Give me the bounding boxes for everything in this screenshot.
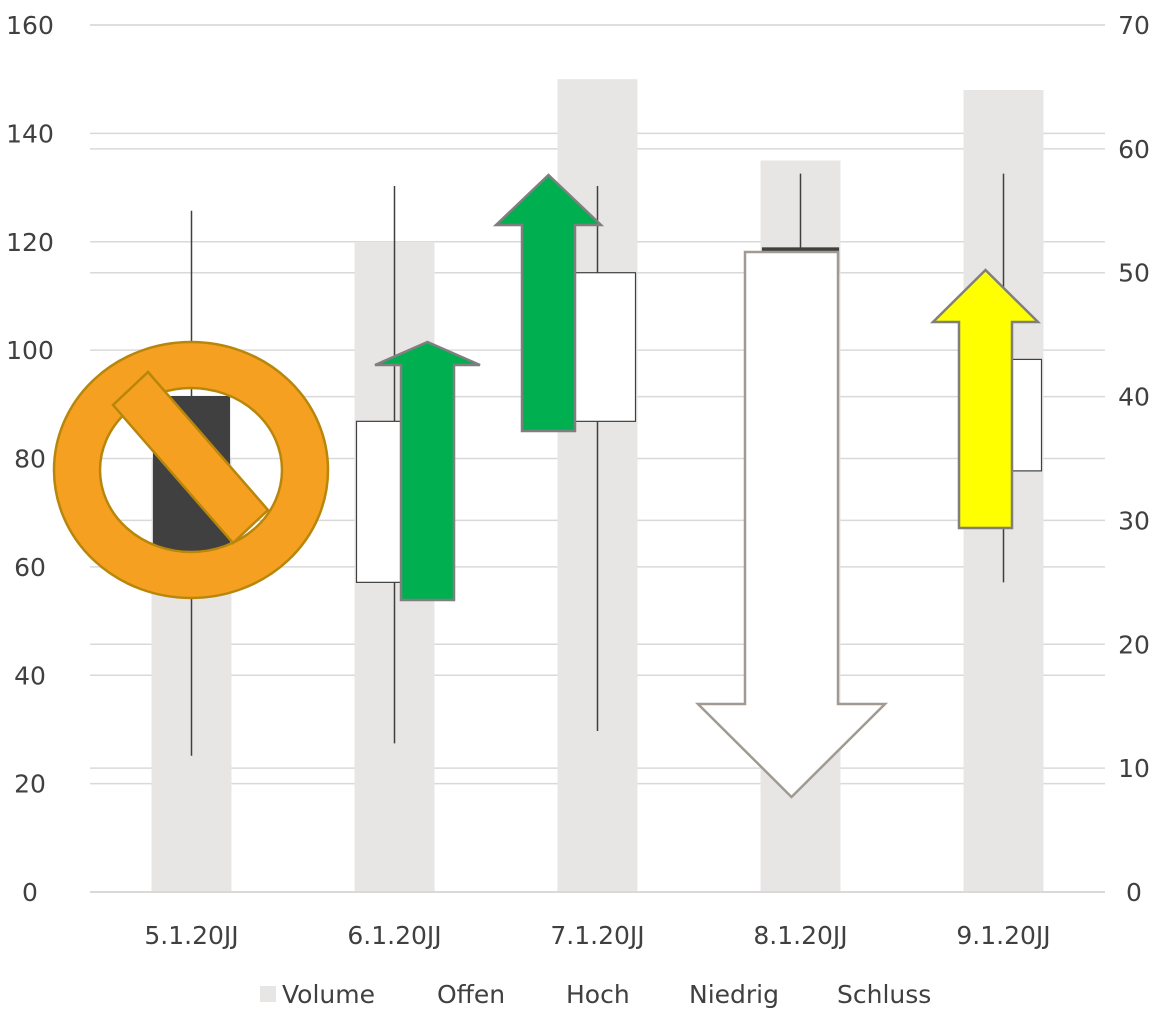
x-tick-3: 7.1.20JJ	[550, 921, 644, 950]
secondary-y-tick-40: 40	[1118, 383, 1150, 412]
primary-y-tick-40: 40	[14, 661, 46, 690]
annotation-5-arrow-up	[929, 268, 1042, 530]
annotation-shapes	[52, 173, 1042, 799]
legend: Volume Offen Hoch Niedrig Schluss	[260, 980, 931, 1009]
legend-label-schluss: Schluss	[837, 980, 931, 1009]
primary-y-axis-ticks: 0 20 40 60 80 100 120 140 160	[6, 11, 54, 907]
primary-y-tick-0: 0	[22, 878, 38, 907]
x-tick-1: 5.1.20JJ	[144, 921, 238, 950]
x-tick-4: 8.1.20JJ	[753, 921, 847, 950]
primary-y-tick-140: 140	[6, 119, 54, 148]
primary-y-tick-160: 160	[6, 11, 54, 40]
legend-label-hoch: Hoch	[566, 980, 630, 1009]
legend-label-volume: Volume	[282, 980, 375, 1009]
x-axis-ticks: 5.1.20JJ 6.1.20JJ 7.1.20JJ 8.1.20JJ 9.1.20JJ	[144, 921, 1050, 950]
no-symbol-bar	[111, 370, 270, 545]
legend-label-offen: Offen	[437, 980, 505, 1009]
secondary-y-tick-50: 50	[1118, 259, 1150, 288]
primary-y-tick-100: 100	[6, 336, 54, 365]
x-tick-5: 9.1.20JJ	[956, 921, 1050, 950]
secondary-y-tick-0: 0	[1126, 878, 1142, 907]
primary-y-tick-20: 20	[14, 770, 46, 799]
secondary-y-tick-70: 70	[1118, 11, 1150, 40]
secondary-y-tick-60: 60	[1118, 135, 1150, 164]
primary-y-tick-120: 120	[6, 228, 54, 257]
annotation-2-arrow-up	[374, 340, 481, 602]
secondary-y-tick-20: 20	[1118, 630, 1150, 659]
legend-swatch-volume	[260, 986, 276, 1002]
secondary-y-tick-30: 30	[1118, 506, 1150, 535]
secondary-y-tick-10: 10	[1118, 754, 1150, 783]
annotation-4-arrow-down	[694, 250, 889, 799]
annotation-3-arrow-up	[492, 173, 605, 433]
primary-y-tick-80: 80	[14, 445, 46, 474]
no-symbol-icon	[52, 340, 330, 600]
x-tick-2: 6.1.20JJ	[347, 921, 441, 950]
secondary-y-axis-ticks: 0 10 20 30 40 50 60 70	[1118, 11, 1150, 907]
legend-label-niedrig: Niedrig	[689, 980, 779, 1009]
primary-y-tick-60: 60	[14, 553, 46, 582]
